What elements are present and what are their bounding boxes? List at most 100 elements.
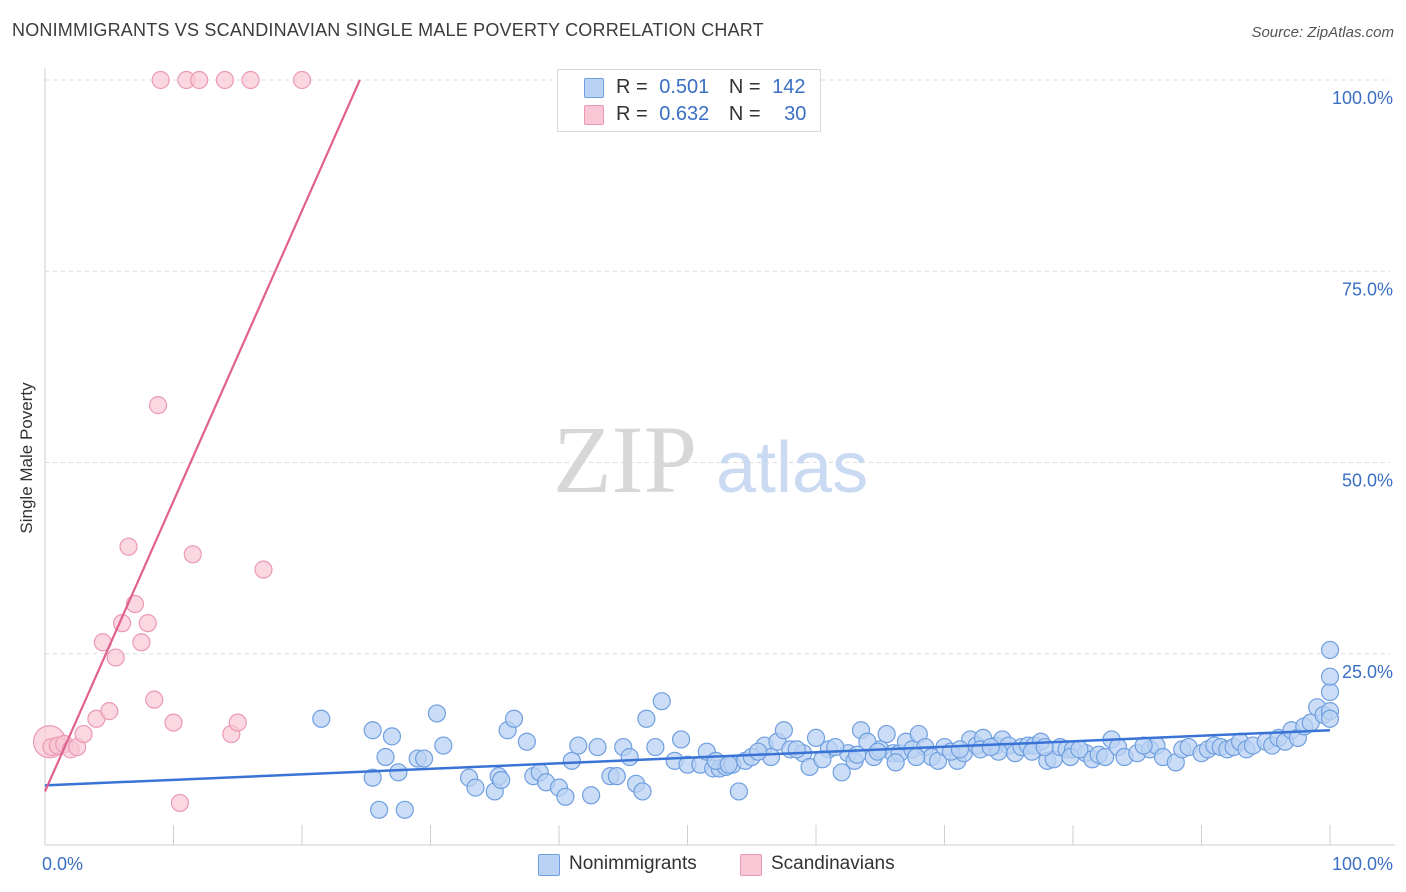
scandinavians-point: [148, 396, 168, 415]
scandinavians-point: [106, 648, 125, 667]
legend-swatch-blue: [584, 78, 604, 98]
nonimmigrants-point: [907, 747, 926, 767]
series-nonimmigrants: [312, 640, 1340, 819]
nonimmigrants-point: [886, 753, 905, 772]
y-tick-label: 25.0%: [1342, 662, 1393, 682]
nonimmigrants-point: [633, 782, 652, 801]
scandinavians-point: [164, 713, 183, 732]
scandinavians-point: [190, 70, 209, 90]
nonimmigrants-point: [877, 724, 896, 744]
legend-swatch-pink: [740, 854, 762, 876]
legend-label: Nonimmigrants: [569, 853, 697, 874]
x-tick-label: 0.0%: [42, 854, 83, 874]
nonimmigrants-point: [395, 800, 414, 819]
legend-n-label: N =: [728, 76, 761, 98]
nonimmigrants-point: [1096, 747, 1115, 767]
scandinavians-point: [138, 614, 157, 633]
nonimmigrants-point: [1070, 740, 1089, 759]
scandinavians-point: [74, 724, 93, 744]
chart-title: NONIMMIGRANTS VS SCANDINAVIAN SINGLE MAL…: [12, 20, 764, 40]
series-legend: Nonimmigrants Scandinavians: [0, 853, 1406, 877]
scandinavians-point: [132, 633, 151, 652]
nonimmigrants-point: [562, 751, 581, 770]
nonimmigrants-point: [427, 704, 447, 723]
nonimmigrants-point: [363, 721, 382, 740]
scandinavians-point: [183, 545, 202, 564]
scandinavians-point: [228, 713, 247, 732]
scandinavians-point: [119, 537, 138, 556]
nonimmigrants-point: [370, 800, 389, 819]
nonimmigrants-point: [671, 730, 691, 749]
nonimmigrants-point: [414, 749, 434, 768]
x-tick-label: 100.0%: [1332, 854, 1393, 874]
nonimmigrants-point: [556, 787, 575, 806]
nonimmigrants-point: [1320, 667, 1340, 686]
nonimmigrants-point: [466, 778, 485, 797]
legend-r-value: 0.501: [659, 76, 710, 98]
scandinavians-point: [145, 690, 164, 709]
axes: [44, 68, 1395, 846]
grid-lines: [45, 79, 1390, 655]
nonimmigrants-point: [832, 763, 851, 782]
scandinavians-point: [292, 70, 312, 90]
legend-swatch-pink: [584, 105, 604, 125]
nonimmigrants-point: [646, 737, 665, 757]
scandinavians-point: [100, 702, 119, 721]
scandinavians-point: [215, 70, 234, 90]
nonimmigrants-point: [774, 721, 793, 740]
y-tick-label: 75.0%: [1342, 279, 1393, 299]
trend-lines: [43, 79, 1331, 792]
y-tick-label: 50.0%: [1342, 471, 1393, 491]
nonimmigrants-point: [434, 736, 453, 755]
nonimmigrants-point: [588, 737, 607, 757]
nonimmigrants-point: [582, 786, 601, 805]
nonimmigrants-point: [376, 747, 395, 767]
legend-swatch-blue: [538, 854, 560, 876]
nonimmigrants-point: [517, 732, 536, 751]
y-tick-label: 100.0%: [1332, 88, 1393, 108]
nonimmigrants-point: [389, 763, 408, 782]
legend-n-value: 30: [784, 103, 807, 125]
nonimmigrants-point: [729, 782, 749, 801]
nonimmigrants-point: [620, 747, 639, 767]
legend-n-value: 142: [772, 76, 806, 98]
nonimmigrants-point: [719, 755, 738, 774]
nonimmigrants-point: [749, 742, 768, 761]
nonimmigrants-point: [607, 767, 626, 786]
scandinavians-trend-line: [43, 79, 361, 792]
nonimmigrants-point: [950, 740, 970, 759]
nonimmigrants-point: [868, 742, 887, 761]
nonimmigrants-point: [382, 727, 402, 746]
y-axis-label: Single Male Poverty: [17, 382, 36, 534]
nonimmigrants-point: [1320, 709, 1340, 728]
nonimmigrants-point: [312, 709, 331, 728]
nonimmigrants-point: [492, 770, 511, 790]
legend-r-label: R =: [616, 76, 648, 98]
nonimmigrants-point: [569, 736, 588, 755]
nonimmigrants-point: [981, 737, 1000, 757]
correlation-legend: R = 0.501 N = 142 R = 0.632 N = 30: [557, 69, 821, 132]
nonimmigrants-point: [848, 745, 867, 764]
nonimmigrants-point: [806, 728, 826, 748]
tick-labels: 100.0% 75.0% 50.0% 25.0% 0.0% 100.0%: [42, 88, 1393, 874]
nonimmigrants-point: [504, 709, 524, 728]
nonimmigrants-point: [652, 692, 671, 711]
nonimmigrants-point: [363, 768, 382, 787]
scandinavians-point: [254, 560, 273, 579]
nonimmigrants-trend-line: [44, 729, 1331, 787]
legend-r-label: R =: [616, 103, 648, 125]
legend-r-value: 0.632: [659, 103, 710, 125]
nonimmigrants-point: [1320, 640, 1340, 660]
scandinavians-point: [241, 70, 260, 90]
scandinavians-point: [151, 70, 170, 90]
series-scandinavians: [32, 70, 312, 813]
watermark: ZIP atlas: [553, 406, 868, 513]
scandinavians-point: [170, 793, 190, 813]
legend-label: Scandinavians: [771, 853, 895, 874]
nonimmigrants-point: [637, 709, 656, 728]
watermark-zip: ZIP: [553, 406, 697, 513]
watermark-atlas: atlas: [716, 428, 868, 508]
chart-source: Source: ZipAtlas.com: [1251, 24, 1394, 41]
nonimmigrants-point: [826, 737, 845, 757]
